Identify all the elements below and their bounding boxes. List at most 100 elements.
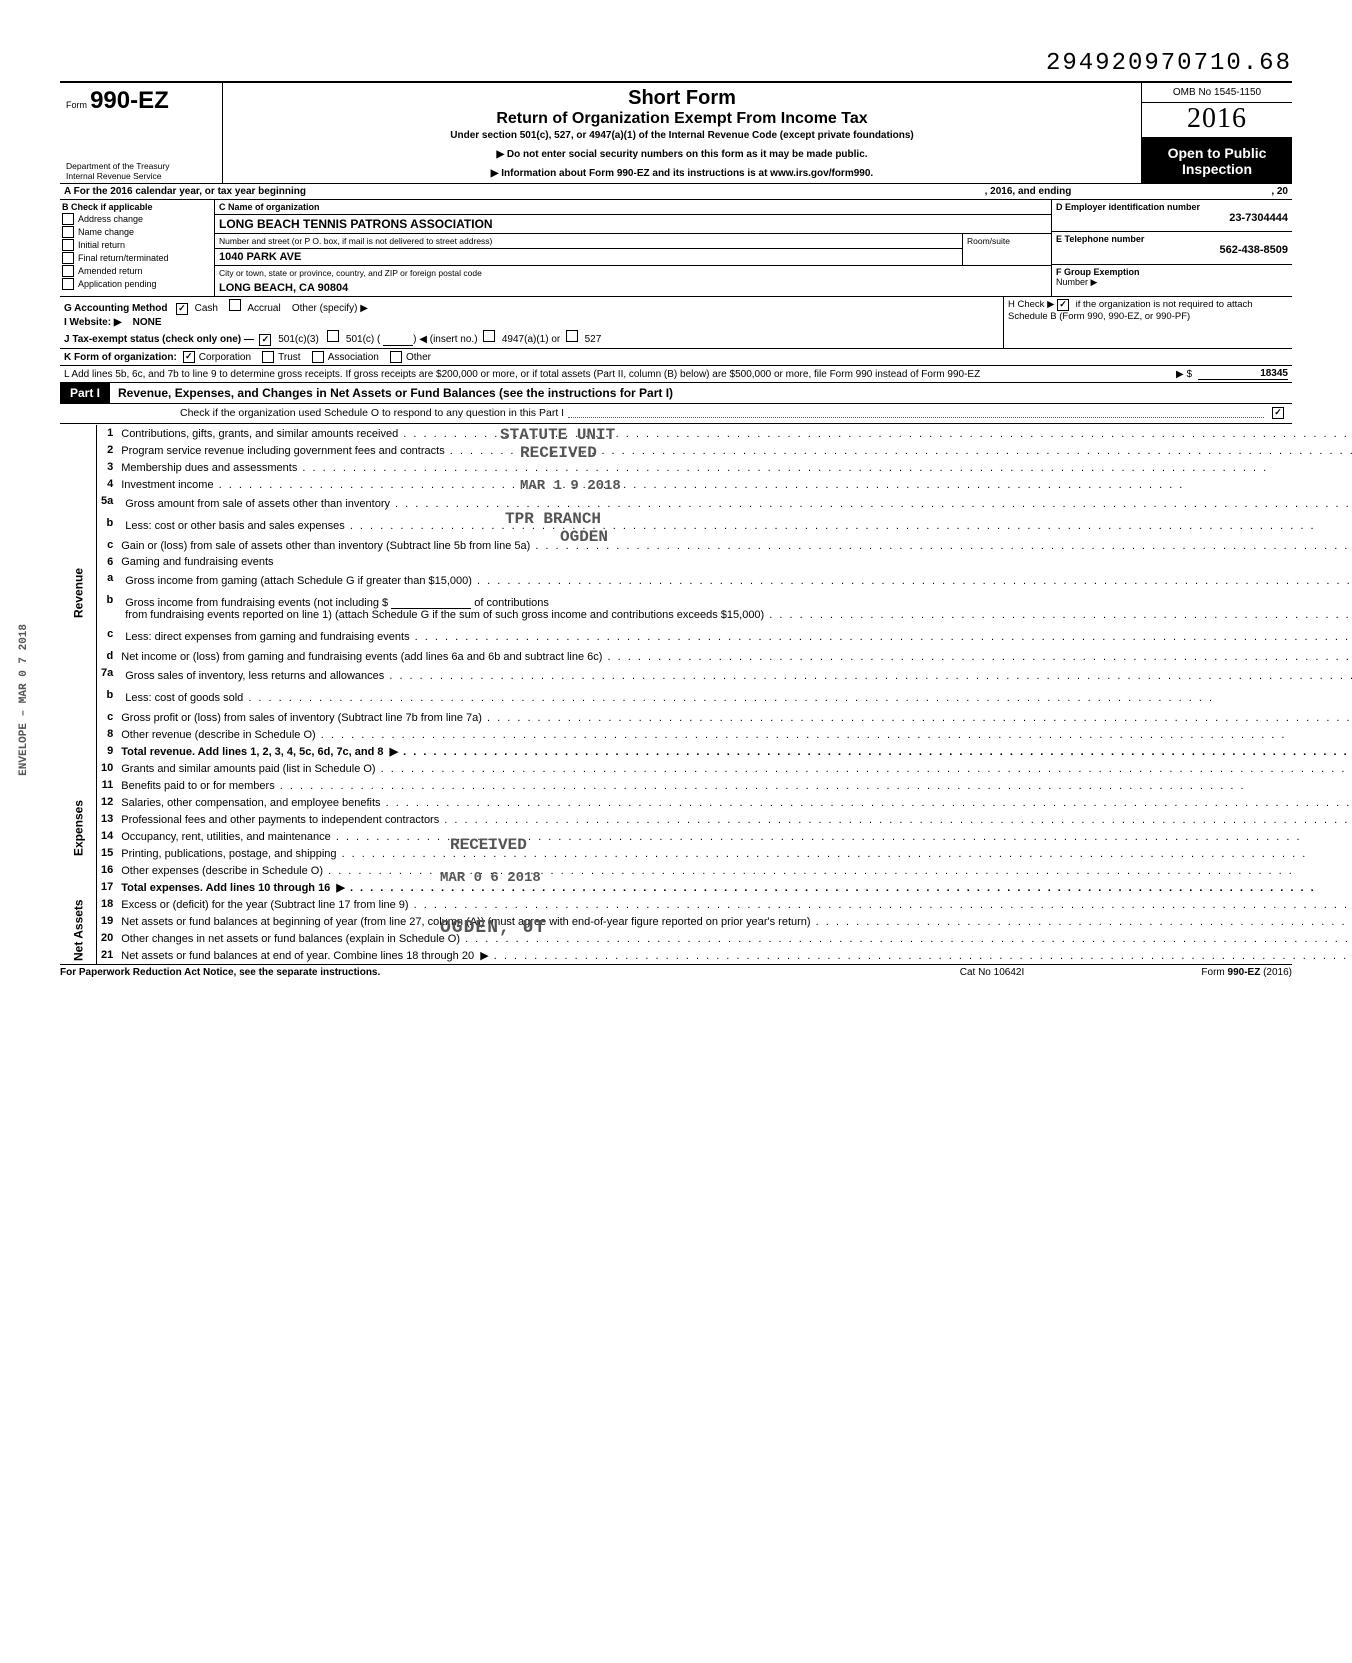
website-value: NONE xyxy=(133,317,162,328)
row-k: K Form of organization: Corporation Trus… xyxy=(60,349,1292,366)
addr-label: Number and street (or P O. box, if mail … xyxy=(215,234,962,249)
section-d-label: D Employer identification number xyxy=(1056,202,1288,212)
line-11-desc: Benefits paid to or for members xyxy=(117,777,1352,794)
row-g-label: G Accounting Method xyxy=(64,303,168,314)
title-return: Return of Organization Exempt From Incom… xyxy=(231,110,1133,128)
line-6-num: 6 xyxy=(97,554,118,570)
chk-address-change[interactable] xyxy=(62,213,74,225)
section-f-label2: Number ▶ xyxy=(1056,277,1288,288)
row-a-mid: , 2016, and ending xyxy=(985,186,1072,197)
stamp-envelope-margin: ENVELOPE – MAR 0 7 2018 xyxy=(18,624,30,776)
chk-527[interactable] xyxy=(566,330,578,342)
city-state-zip: LONG BEACH, CA 90804 xyxy=(215,280,1051,296)
dept-line-2: Internal Revenue Service xyxy=(66,172,216,181)
side-revenue: Revenue xyxy=(60,425,97,760)
document-id: 294920970710.68 xyxy=(60,50,1292,77)
line-4-num: 4 xyxy=(97,476,118,493)
line-7b-num: b xyxy=(97,687,118,709)
chk-association[interactable] xyxy=(312,351,324,363)
line-5b-desc: Less: cost or other basis and sales expe… xyxy=(121,517,1352,534)
open-public-2: Inspection xyxy=(1144,161,1290,177)
chk-schedule-o[interactable] xyxy=(1272,407,1284,419)
line-7a-num: 7a xyxy=(97,665,118,687)
chk-corporation[interactable] xyxy=(183,351,195,363)
line-5a-num: 5a xyxy=(97,493,118,515)
lbl-cash: Cash xyxy=(195,303,218,314)
lbl-other-method: Other (specify) ▶ xyxy=(292,303,368,314)
check-o-text: Check if the organization used Schedule … xyxy=(180,407,564,420)
chk-initial-return[interactable] xyxy=(62,239,74,251)
line-21-num: 21 xyxy=(97,947,118,964)
line-6a-num: a xyxy=(97,570,118,592)
side-net-assets: Net Assets xyxy=(60,896,97,964)
chk-name-change[interactable] xyxy=(62,226,74,238)
line-19-desc: Net assets or fund balances at beginning… xyxy=(117,913,1352,930)
lbl-initial-return: Initial return xyxy=(78,240,125,250)
section-c: C Name of organization LONG BEACH TENNIS… xyxy=(215,200,1051,296)
line-4-desc: Investment income xyxy=(117,476,1352,493)
row-l: L Add lines 5b, 6c, and 7b to line 9 to … xyxy=(60,366,1292,383)
chk-schedule-b[interactable] xyxy=(1057,299,1069,311)
row-a: A For the 2016 calendar year, or tax yea… xyxy=(60,184,1292,200)
line-15-num: 15 xyxy=(97,845,118,862)
part-1-tab: Part I xyxy=(60,383,110,403)
row-l-arrow: ▶ $ xyxy=(1176,369,1192,380)
line-16-num: 16 xyxy=(97,862,118,879)
chk-application-pending[interactable] xyxy=(62,278,74,290)
line-10-num: 10 xyxy=(97,760,118,777)
chk-accrual[interactable] xyxy=(229,299,241,311)
chk-4947[interactable] xyxy=(483,330,495,342)
chk-501c3[interactable] xyxy=(259,334,271,346)
city-label: City or town, state or province, country… xyxy=(215,266,1051,280)
line-6c-desc: Less: direct expenses from gaming and fu… xyxy=(121,628,1352,645)
line-6c-num: c xyxy=(97,626,118,648)
footer-right: Form 990-EZ (2016) xyxy=(1092,967,1292,978)
lbl-amended-return: Amended return xyxy=(78,266,143,276)
line-2-num: 2 xyxy=(97,442,118,459)
chk-amended-return[interactable] xyxy=(62,265,74,277)
section-def: D Employer identification number 23-7304… xyxy=(1051,200,1292,296)
lbl-final-return: Final return/terminated xyxy=(78,253,169,263)
form-header: Form 990-EZ Department of the Treasury I… xyxy=(60,81,1292,184)
chk-cash[interactable] xyxy=(176,303,188,315)
line-9-num: 9 xyxy=(97,743,118,760)
subtitle: Under section 501(c), 527, or 4947(a)(1)… xyxy=(231,130,1133,141)
chk-other-org[interactable] xyxy=(390,351,402,363)
line-17-num: 17 xyxy=(97,879,118,896)
section-f-label: F Group Exemption xyxy=(1056,267,1288,277)
line-18-desc: Excess or (deficit) for the year (Subtra… xyxy=(117,896,1352,913)
line-9-desc: Total revenue. Add lines 1, 2, 3, 4, 5c,… xyxy=(121,746,383,758)
line-13-desc: Professional fees and other payments to … xyxy=(117,811,1352,828)
line-6-desc: Gaming and fundraising events xyxy=(117,554,1352,570)
chk-501c[interactable] xyxy=(327,330,339,342)
form-prefix: Form xyxy=(66,100,87,110)
line-6a-desc: Gross income from gaming (attach Schedul… xyxy=(121,572,1352,589)
line-7c-num: c xyxy=(97,709,118,726)
line-13-num: 13 xyxy=(97,811,118,828)
line-8-num: 8 xyxy=(97,726,118,743)
row-l-text: L Add lines 5b, 6c, and 7b to line 9 to … xyxy=(64,369,1170,380)
line-1-num: 1 xyxy=(97,425,118,442)
line-20-num: 20 xyxy=(97,930,118,947)
line-21-desc: Net assets or fund balances at end of ye… xyxy=(121,950,474,962)
row-h-text1: H Check ▶ xyxy=(1008,299,1054,310)
row-gh: G Accounting Method Cash Accrual Other (… xyxy=(60,297,1292,349)
section-b-label: B Check if applicable xyxy=(62,202,212,212)
footer-cat: Cat No 10642I xyxy=(892,967,1092,978)
line-10-desc: Grants and similar amounts paid (list in… xyxy=(117,760,1352,777)
lbl-4947: 4947(a)(1) or xyxy=(502,334,560,345)
lines-table: Revenue 1 Contributions, gifts, grants, … xyxy=(60,424,1352,964)
ssn-warning: ▶ Do not enter social security numbers o… xyxy=(231,149,1133,160)
lbl-association: Association xyxy=(328,352,379,363)
chk-trust[interactable] xyxy=(262,351,274,363)
org-name: LONG BEACH TENNIS PATRONS ASSOCIATION xyxy=(215,215,1051,233)
part-1-title: Revenue, Expenses, and Changes in Net As… xyxy=(110,384,1292,402)
line-12-desc: Salaries, other compensation, and employ… xyxy=(117,794,1352,811)
line-16-desc: Other expenses (describe in Schedule O) xyxy=(117,862,1352,879)
chk-final-return[interactable] xyxy=(62,252,74,264)
line-7c-desc: Gross profit or (loss) from sales of inv… xyxy=(117,709,1352,726)
line-3-desc: Membership dues and assessments xyxy=(117,459,1352,476)
lbl-trust: Trust xyxy=(278,352,300,363)
line-5a-desc: Gross amount from sale of assets other t… xyxy=(121,495,1352,512)
lbl-other-org: Other xyxy=(406,352,431,363)
